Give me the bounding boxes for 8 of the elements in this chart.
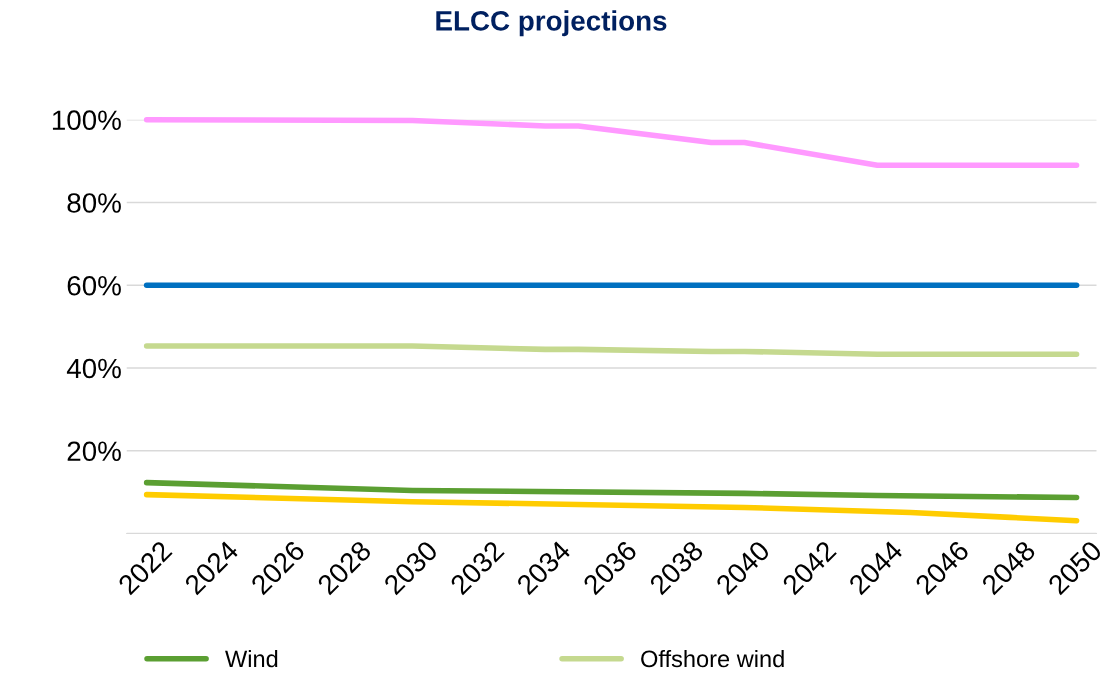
chart-title: ELCC projections [436, 10, 667, 37]
y-tick-label: 80% [67, 193, 121, 213]
y-tick-label: 100% [52, 110, 121, 131]
legend-label: Offshore wind [641, 649, 784, 668]
y-tick-label: 40% [66, 358, 121, 379]
legend-label: Wind [225, 649, 278, 668]
y-tick-label: 20% [67, 441, 121, 462]
y-tick-label: 60% [67, 275, 121, 296]
